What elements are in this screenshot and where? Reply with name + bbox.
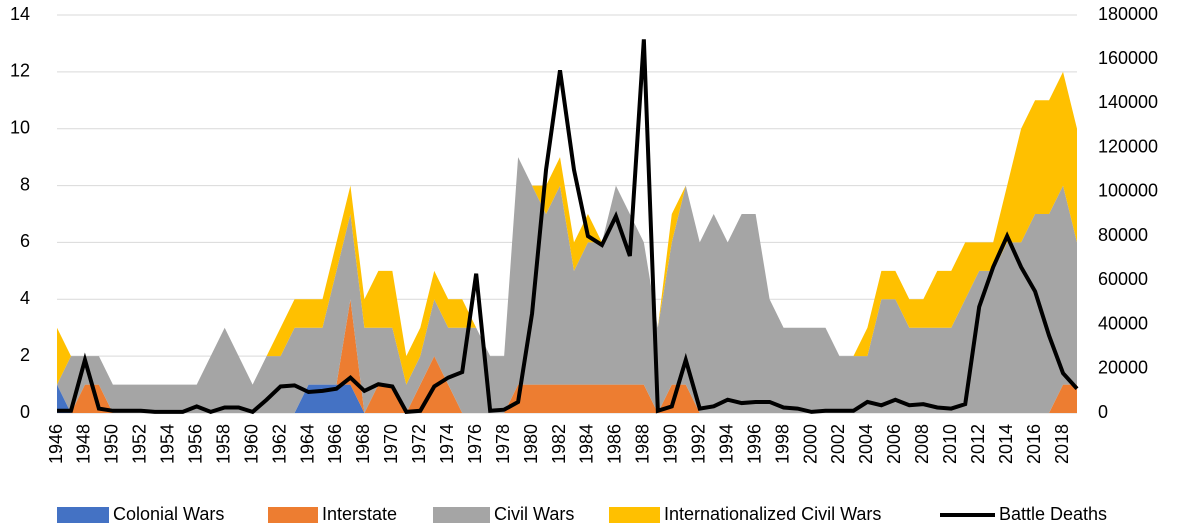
battle-deaths-line [57, 39, 1079, 415]
x-tick-label: 1956 [185, 424, 205, 464]
x-tick-label: 1966 [325, 424, 345, 464]
x-tick-label: 1972 [409, 424, 429, 464]
y-tick-label: 14 [10, 4, 30, 24]
x-tick-label: 2008 [912, 424, 932, 464]
y2-tick-label: 160000 [1098, 48, 1158, 68]
legend-swatch [268, 507, 318, 523]
x-tick-label: 1986 [605, 424, 625, 464]
area [57, 299, 1077, 413]
y2-tick-label: 100000 [1098, 181, 1158, 201]
y2-tick-label: 60000 [1098, 269, 1148, 289]
y-tick-label: 10 [10, 117, 30, 137]
x-tick-label: 2016 [1024, 424, 1044, 464]
legend-label: Civil Wars [494, 504, 574, 524]
x-tick-label: 1964 [297, 424, 317, 464]
legend-label: Interstate [322, 504, 397, 524]
legend-swatch [609, 507, 660, 523]
x-tick-label: 1958 [213, 424, 233, 464]
x-tick-label: 1954 [158, 424, 178, 464]
x-tick-label: 2002 [828, 424, 848, 464]
x-tick-label: 1968 [353, 424, 373, 464]
y-tick-label: 8 [20, 174, 30, 194]
x-tick-label: 1974 [437, 424, 457, 464]
x-tick-label: 1976 [465, 424, 485, 464]
x-tick-label: 1992 [688, 424, 708, 464]
y-tick-label: 0 [20, 402, 30, 422]
legend-label: Battle Deaths [999, 504, 1107, 524]
legend-swatch [433, 507, 490, 523]
legend-label: Colonial Wars [113, 504, 224, 524]
x-tick-label: 1960 [241, 424, 261, 464]
y2-tick-label: 180000 [1098, 4, 1158, 24]
x-tick-label: 1948 [74, 424, 94, 464]
y-tick-label: 4 [20, 288, 30, 308]
y2-tick-label: 0 [1098, 402, 1108, 422]
x-tick-label: 2010 [940, 424, 960, 464]
x-tick-label: 1980 [521, 424, 541, 464]
x-tick-label: 1988 [633, 424, 653, 464]
x-tick-label: 1952 [130, 424, 150, 464]
x-tick-label: 1994 [716, 424, 736, 464]
x-tick-label: 2006 [884, 424, 904, 464]
y2-tick-label: 140000 [1098, 92, 1158, 112]
x-tick-label: 1984 [577, 424, 597, 464]
x-tick-label: 1970 [381, 424, 401, 464]
legend-label: Internationalized Civil Wars [664, 504, 881, 524]
y2-tick-label: 120000 [1098, 136, 1158, 156]
x-tick-label: 2014 [996, 424, 1016, 464]
x-tick-label: 1978 [493, 424, 513, 464]
x-tick-label: 2012 [968, 424, 988, 464]
y-tick-label: 6 [20, 231, 30, 251]
area [57, 157, 1077, 413]
x-tick-label: 2000 [800, 424, 820, 464]
x-tick-label: 1982 [549, 424, 569, 464]
y2-tick-label: 40000 [1098, 313, 1148, 333]
x-tick-label: 1996 [744, 424, 764, 464]
legend-swatch [57, 507, 109, 523]
x-tick-label: 2018 [1052, 424, 1072, 464]
x-tick-label: 1998 [772, 424, 792, 464]
area [57, 71, 1077, 385]
y-tick-label: 12 [10, 61, 30, 81]
x-tick-label: 2004 [856, 424, 876, 464]
y2-tick-label: 80000 [1098, 225, 1148, 245]
x-tick-label: 1946 [46, 424, 66, 464]
x-tick-label: 1950 [102, 424, 122, 464]
x-tick-label: 1962 [269, 424, 289, 464]
y-tick-label: 2 [20, 345, 30, 365]
x-tick-label: 1990 [661, 424, 681, 464]
y2-tick-label: 20000 [1098, 358, 1148, 378]
